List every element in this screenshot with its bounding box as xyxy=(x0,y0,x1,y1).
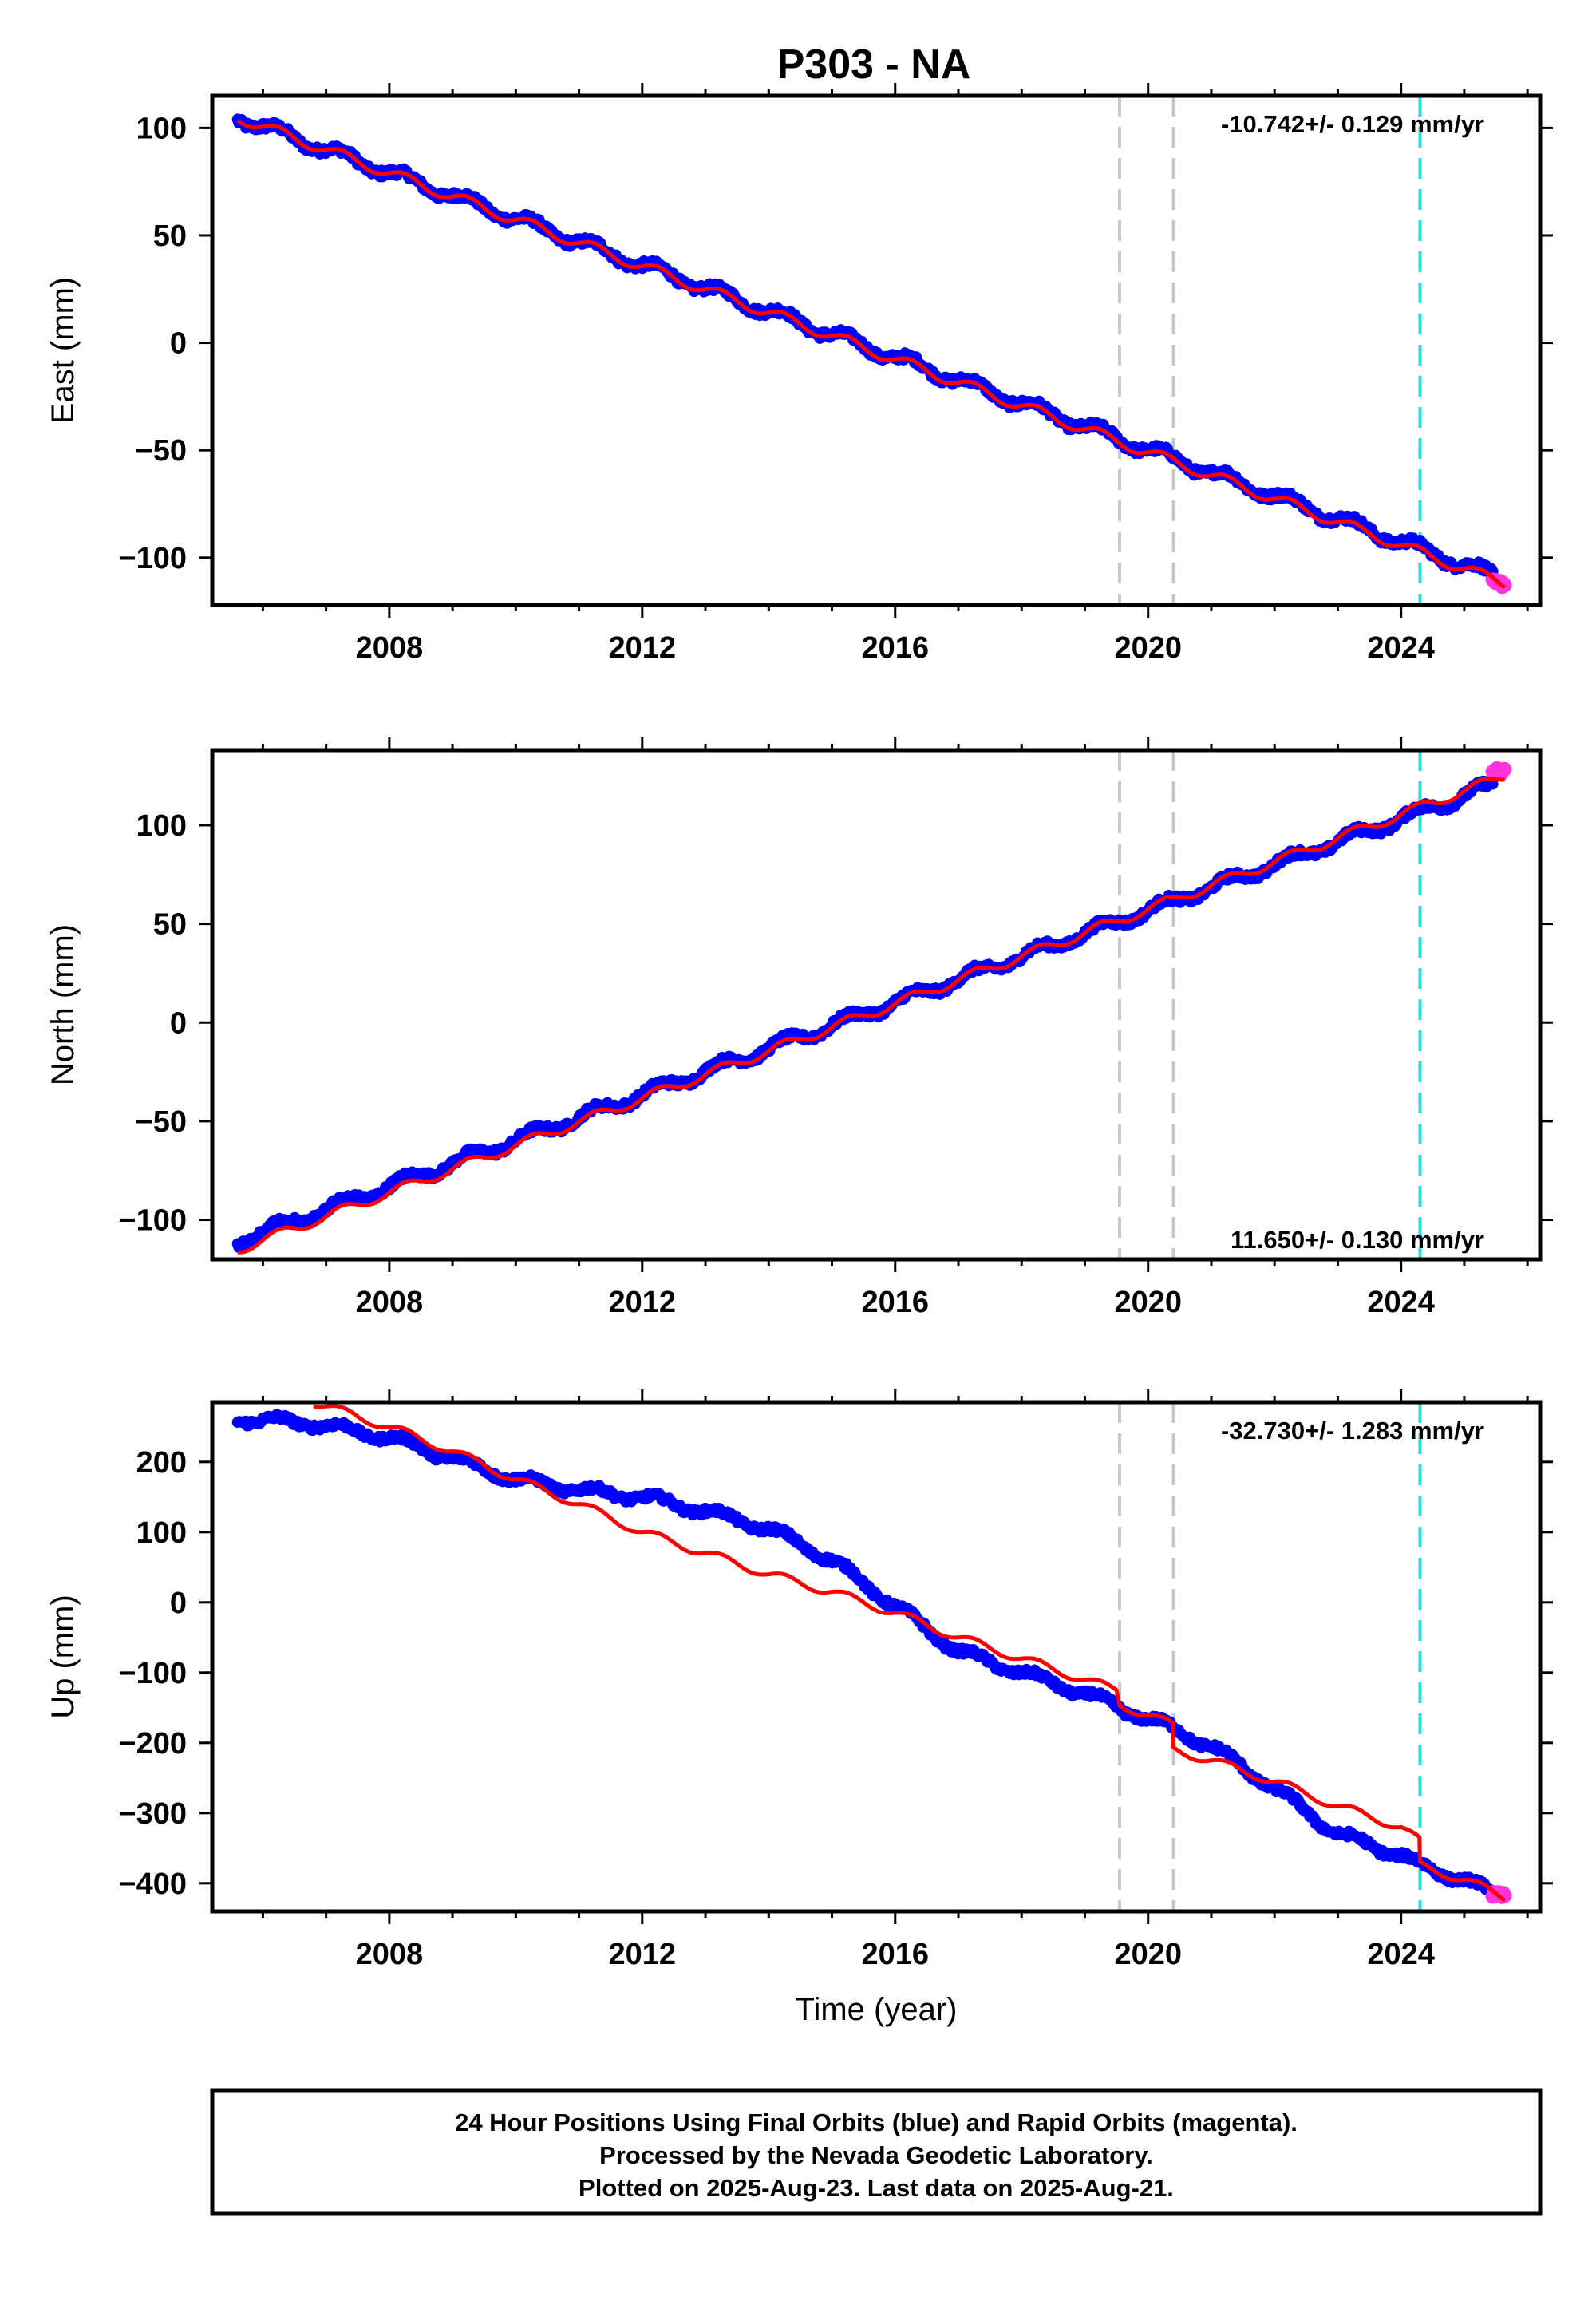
x-tick-label: 2016 xyxy=(861,1938,929,1971)
x-tick-label: 2020 xyxy=(1114,1286,1182,1319)
plot-frame xyxy=(210,93,1543,607)
y-axis-label: North (mm) xyxy=(45,924,81,1085)
x-tick-label: 2012 xyxy=(609,1938,677,1971)
y-tick-label: −100 xyxy=(118,1657,187,1690)
y-axis-label: Up (mm) xyxy=(45,1595,81,1719)
y-tick-label: 50 xyxy=(153,908,187,942)
y-tick-label: 0 xyxy=(170,1006,187,1040)
plot-frame xyxy=(210,748,1543,1262)
rate-annotation: 11.650+/- 0.130 mm/yr xyxy=(1231,1226,1484,1254)
y-tick-label: 0 xyxy=(170,1587,187,1620)
y-tick-label: −300 xyxy=(118,1797,187,1831)
y-tick-label: −400 xyxy=(118,1867,187,1901)
plot-area xyxy=(231,1402,1512,1911)
x-tick-label: 2012 xyxy=(609,631,677,665)
panel-east: 2008 2012 2016 2020 2024 −100 −50 0 50 100 East (m… xyxy=(45,83,1553,665)
footer-line-3: Plotted on 2025-Aug-23. Last data on 202… xyxy=(579,2174,1174,2202)
y-tick-label: −50 xyxy=(136,434,187,468)
final-orbit-series xyxy=(231,1409,1499,1901)
y-tick-label: −100 xyxy=(118,1204,187,1238)
x-axis-label: Time (year) xyxy=(796,1992,958,2027)
y-tick-label: 0 xyxy=(170,327,187,361)
footer-frame xyxy=(210,2088,1543,2216)
panel-north: 2008 2012 2016 2020 2024 −100 −50 0 50 100 North (… xyxy=(45,737,1553,1319)
y-axis-label: East (mm) xyxy=(45,277,81,424)
x-tick-label: 2016 xyxy=(861,1286,929,1319)
x-tick-label: 2020 xyxy=(1114,1938,1182,1971)
plot-area xyxy=(231,96,1512,605)
x-tick-label: 2024 xyxy=(1367,1938,1435,1971)
y-tick-label: 100 xyxy=(136,1516,187,1550)
x-tick-label: 2020 xyxy=(1114,631,1182,665)
x-tick-label: 2024 xyxy=(1367,1286,1435,1319)
rate-annotation: -32.730+/- 1.283 mm/yr xyxy=(1221,1417,1484,1445)
rapid-orbit-point xyxy=(1497,761,1512,777)
x-tick-label: 2012 xyxy=(609,1286,677,1319)
footer-box: 24 Hour Positions Using Final Orbits (bl… xyxy=(210,2088,1543,2216)
rate-annotation: -10.742+/- 0.129 mm/yr xyxy=(1221,110,1484,138)
final-orbit-trace xyxy=(231,1409,1499,1901)
model-fit-line xyxy=(237,777,1505,1255)
plot-area xyxy=(231,750,1512,1259)
y-tick-label: −200 xyxy=(118,1727,187,1761)
x-tick-label: 2016 xyxy=(861,631,929,665)
y-tick-label: 200 xyxy=(136,1446,187,1480)
y-tick-label: −50 xyxy=(136,1105,187,1139)
y-tick-label: 100 xyxy=(136,809,187,843)
y-tick-label: 100 xyxy=(136,112,187,145)
y-tick-label: −100 xyxy=(118,542,187,575)
model-fit-line xyxy=(313,1404,1507,1903)
x-tick-label: 2024 xyxy=(1367,631,1435,665)
figure-title: P303 - NA xyxy=(777,41,971,88)
x-tick-label: 2008 xyxy=(356,1286,424,1319)
x-tick-label: 2008 xyxy=(356,1938,424,1971)
y-tick-label: 50 xyxy=(153,219,187,253)
model-fit-line xyxy=(236,118,1507,590)
footer-line-1: 24 Hour Positions Using Final Orbits (bl… xyxy=(455,2109,1298,2136)
footer-line-2: Processed by the Nevada Geodetic Laborat… xyxy=(599,2141,1153,2169)
panel-up: 2008 2012 2016 2020 2024 −400 −300 −200 −100 0 100… xyxy=(45,1389,1553,2027)
plot-frame xyxy=(210,1400,1543,1914)
x-tick-label: 2008 xyxy=(356,631,424,665)
